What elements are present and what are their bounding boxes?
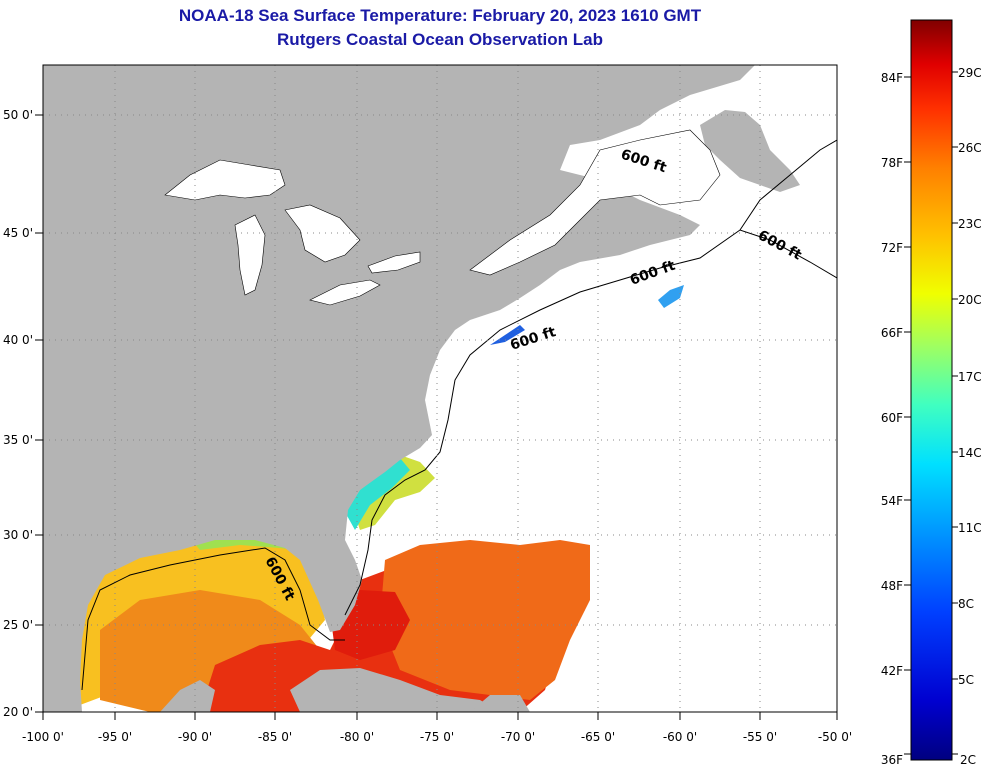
gulf-st-lawrence [469,129,721,276]
colorbar-label-c: 14C [958,446,982,460]
isobath-east-coast [344,229,837,616]
colorbar-ticks [904,71,958,755]
lon-label: -60 0' [663,730,697,744]
lon-label: -95 0' [98,730,132,744]
land-newfoundland [700,110,800,192]
colorbar-label-c: 23C [958,217,982,231]
colorbar-label-f: 36F [881,753,903,767]
lakes-group [164,129,721,306]
land-cuba [290,668,500,712]
lon-label: -65 0' [581,730,615,744]
lake-erie [309,279,381,306]
axis-ticks [35,114,838,720]
lake-superior [164,159,286,201]
colorbar [910,19,953,761]
isobath-grand-banks [739,139,837,231]
lat-label: 40 0' [3,333,33,347]
lat-label: 20 0' [3,705,33,719]
lon-label: -70 0' [501,730,535,744]
sst-georges-blue [658,285,684,308]
colorbar-label-f: 78F [881,156,903,170]
isobath-gulf [81,547,345,691]
lake-huron [284,204,361,263]
land-north-america [43,65,755,712]
lat-label: 50 0' [3,108,33,122]
land-group [43,65,800,712]
colorbar-label-c: 26C [958,141,982,155]
land-hispaniola [470,695,530,712]
lat-label: 35 0' [3,433,33,447]
colorbar-label-f: 48F [881,579,903,593]
map-grid [43,65,837,712]
sst-nc-shelf [350,455,435,530]
colorbar-label-c: 17C [958,370,982,384]
sst-atlantic-orange [380,540,590,700]
map-frame [42,64,838,713]
colorbar-label-c: 2C [960,753,976,767]
lake-michigan [234,214,266,296]
lon-label: -80 0' [340,730,374,744]
colorbar-label-c: 5C [958,673,974,687]
colorbar-label-f: 66F [881,326,903,340]
lon-label: -90 0' [178,730,212,744]
lat-label: 25 0' [3,618,33,632]
land-nova-scotia [585,210,660,250]
lat-label: 30 0' [3,528,33,542]
colorbar-label-f: 42F [881,664,903,678]
lat-label: 45 0' [3,226,33,240]
isobath-600ft [81,139,837,691]
lon-label: -55 0' [743,730,777,744]
map-title: NOAA-18 Sea Surface Temperature: Februar… [178,6,702,25]
lon-label: -50 0' [818,730,852,744]
lon-label: -100 0' [22,730,64,744]
lon-label: -85 0' [258,730,292,744]
colorbar-label-c: 20C [958,293,982,307]
land-yucatan [160,680,215,712]
map-subtitle: Rutgers Coastal Ocean Observation Lab [277,30,603,49]
lon-label: -75 0' [420,730,454,744]
sst-coastal-cyan [345,458,410,530]
sst-cape-cod-blue [490,325,525,345]
lake-ontario [367,251,421,274]
colorbar-label-f: 54F [881,494,903,508]
colorbar-label-f: 84F [881,71,903,85]
colorbar-label-c: 8C [958,597,974,611]
colorbar-label-f: 60F [881,411,903,425]
colorbar-label-f: 72F [881,241,903,255]
colorbar-label-c: 29C [958,66,982,80]
colorbar-label-c: 11C [958,521,982,535]
